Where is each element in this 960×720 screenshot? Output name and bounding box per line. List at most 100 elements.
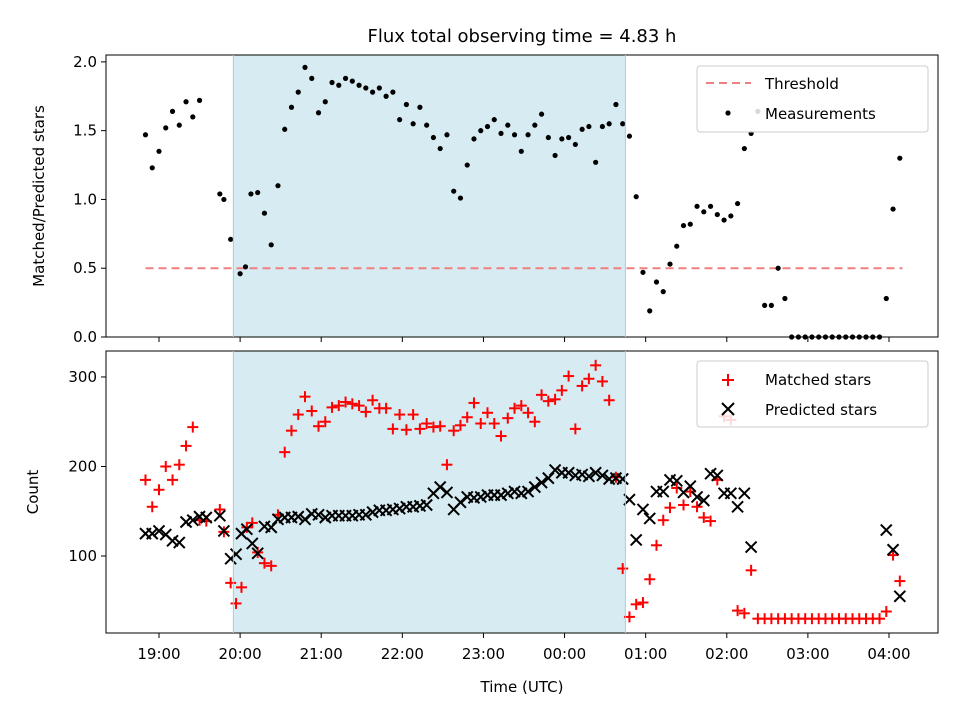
matched-stars-point [421, 418, 433, 430]
measurement-point [593, 159, 599, 165]
x-tick-label: 02:00 [705, 645, 748, 663]
measurement-point [163, 125, 169, 131]
measurement-point [552, 152, 558, 159]
measurement-point [242, 264, 249, 270]
matched-stars-point [657, 514, 669, 526]
matched-stars-point [684, 486, 696, 498]
legend-threshold-label: Threshold [764, 75, 839, 93]
matched-stars-point [644, 573, 656, 585]
measurement-point [190, 114, 196, 120]
measurement-point [660, 289, 666, 295]
measurement-point [248, 191, 254, 197]
measurement-point [606, 121, 612, 127]
measurement-point [579, 126, 585, 132]
matched-stars-point [258, 557, 270, 569]
predicted-stars-point [440, 486, 454, 499]
matched-stars-point [691, 501, 703, 513]
measurement-point [315, 110, 322, 116]
predicted-stars-point [697, 494, 711, 507]
matched-stars-point [353, 400, 365, 412]
measurement-point [349, 78, 355, 84]
matched-stars-point [549, 393, 561, 405]
top-legend-box [696, 65, 929, 133]
measurement-point [762, 302, 768, 308]
measurement-point [505, 122, 511, 128]
measurement-point [424, 122, 430, 128]
measurement-point [484, 123, 491, 130]
matched-stars-point [173, 459, 185, 471]
measurement-point [687, 221, 693, 227]
legend-measurements-label: Measurements [765, 105, 876, 123]
matched-stars-point [246, 517, 258, 529]
predicted-stars-point [213, 509, 227, 522]
predicted-stars-point [173, 536, 186, 549]
measurement-point [336, 82, 342, 88]
matched-stars-point [306, 405, 318, 417]
predicted-stars-point [670, 474, 683, 488]
matched-stars-point [515, 400, 527, 412]
measurement-point [640, 269, 646, 275]
measurement-point [728, 213, 734, 219]
matched-stars-point [146, 501, 158, 513]
matched-stars-point [495, 430, 507, 442]
predicted-stars-point [616, 472, 629, 486]
predicted-stars-point [643, 512, 656, 525]
measurement-point [261, 210, 268, 216]
predicted-stars-point [636, 503, 650, 516]
measurement-point [356, 82, 362, 88]
matched-stars-point [887, 549, 899, 561]
chart-title: Flux total observing time = 4.83 h [368, 26, 677, 47]
matched-stars-point [187, 421, 199, 433]
measurement-point [464, 162, 470, 168]
measurement-point [221, 196, 227, 203]
matched-stars-point [583, 373, 595, 385]
measurement-point [255, 189, 261, 196]
measurement-point [674, 243, 680, 249]
matched-stars-point [454, 419, 466, 431]
predicted-stars-point [152, 524, 166, 538]
predicted-stars-point [724, 487, 738, 500]
matched-stars-point [542, 395, 554, 407]
top-panel: 0.00.51.01.52.0 Matched/Predicted stars … [30, 53, 939, 346]
x-tick-label: 20:00 [218, 645, 261, 663]
predicted-stars-point [684, 479, 697, 493]
measurement-point [288, 104, 295, 110]
x-tick-label: 19:00 [137, 645, 180, 663]
measurement-point [498, 130, 504, 137]
matched-stars-point [333, 400, 345, 412]
matched-stars-point [630, 598, 642, 610]
matched-stars-point [340, 396, 352, 408]
predicted-stars-point [528, 480, 542, 494]
measurement-point [782, 295, 788, 302]
predicted-stars-point [217, 524, 231, 538]
predicted-stars-point [521, 485, 535, 498]
measurement-point [741, 145, 747, 152]
measurement-point [342, 75, 349, 81]
predicted-stars-point [229, 548, 243, 561]
matched-stars-point [596, 375, 608, 387]
measurement-point [734, 200, 741, 207]
y-tick-label: 2.0 [73, 53, 97, 71]
y-tick-label: 300 [68, 368, 97, 386]
measurement-point [599, 123, 606, 130]
measurement-point [217, 191, 223, 197]
measurement-point [680, 222, 687, 229]
measurement-point [410, 121, 416, 127]
bottom-y-axis-label: Count [24, 470, 42, 515]
matched-stars-point [475, 418, 487, 430]
predicted-stars-point [690, 490, 704, 504]
legend-measurements-swatch [725, 110, 731, 116]
measurement-point [714, 211, 720, 218]
predicted-stars-point [886, 543, 900, 556]
matched-stars-point [698, 512, 710, 524]
predicted-stars-point [312, 508, 325, 522]
measurement-point [282, 126, 288, 132]
matched-stars-point [441, 459, 453, 471]
x-tick-label: 23:00 [462, 645, 505, 663]
top-legend: Threshold Measurements [696, 65, 929, 133]
legend-predicted-swatch [721, 402, 735, 416]
predicted-stars-point [251, 547, 264, 560]
matched-stars-point [230, 597, 242, 609]
predicted-stars-point [582, 470, 596, 483]
y-tick-label: 1.0 [73, 190, 97, 208]
